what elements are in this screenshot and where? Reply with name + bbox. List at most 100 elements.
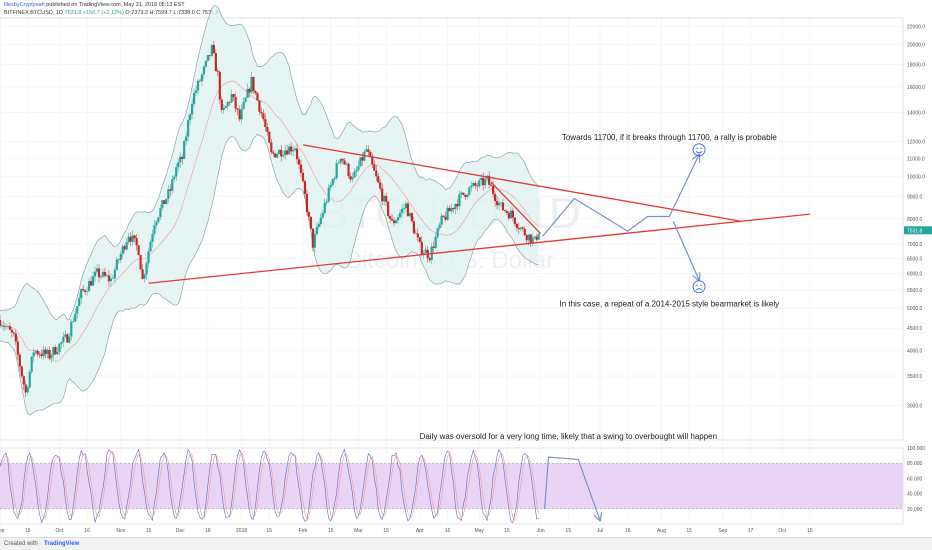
candle-body [91, 276, 95, 286]
candle-body [367, 149, 370, 153]
candle-body [450, 207, 453, 212]
candle-body [511, 210, 514, 218]
stoch-k-line [0, 448, 539, 524]
candle-body [410, 213, 413, 222]
candle-body [119, 253, 122, 260]
candle-body [497, 202, 501, 206]
candle-body [4, 326, 8, 328]
candle-body [254, 90, 257, 94]
candle-body [165, 198, 168, 204]
candle-body [125, 242, 128, 250]
x-tick-label: 17 [748, 528, 754, 534]
candle-body [147, 251, 150, 264]
candle-body [131, 235, 134, 242]
candle-body [499, 202, 503, 204]
candle-body [105, 275, 109, 277]
candle-body [327, 187, 330, 202]
candle-body [64, 334, 67, 337]
last-price-tag [904, 226, 932, 235]
candle-body [62, 336, 65, 343]
candle-body [503, 210, 507, 212]
candle-body [381, 188, 384, 202]
y-tick-label: 11000.0 [907, 156, 925, 162]
candle-body [266, 126, 269, 132]
candle-body [456, 203, 459, 207]
candle-body [190, 103, 194, 115]
candle-body [323, 202, 326, 213]
candle-body [141, 269, 144, 279]
candle-body [66, 334, 69, 343]
candle-body [26, 387, 29, 393]
candle-body [529, 234, 532, 243]
candle-body [93, 271, 97, 277]
candle-body [533, 236, 536, 238]
x-tick-label: 15 [807, 528, 813, 534]
candle-body [103, 271, 107, 276]
ohlc-text: O:7373.2 H:7599.7 L:7338.0 C:7531.8 [125, 10, 219, 16]
candle-body [173, 176, 176, 180]
candle-body [192, 92, 196, 104]
candle-body [349, 176, 352, 180]
y-tick-label: 16000.0 [907, 85, 925, 91]
candle-body [161, 200, 164, 208]
candle-body [145, 263, 148, 275]
candle-body [361, 157, 364, 161]
candle-body [505, 211, 509, 213]
tradingview-logo[interactable]: TradingView [44, 541, 80, 547]
candle-body [74, 313, 77, 322]
candle-body [398, 212, 402, 218]
bollinger-upper [0, 5, 539, 320]
candle-body [343, 160, 346, 165]
candle-body [335, 163, 338, 179]
candle-body [458, 194, 461, 207]
y-tick-label: 3000.0 [907, 403, 923, 409]
x-tick-label: 16 [445, 528, 451, 534]
candle-body [10, 329, 13, 333]
candle-body [373, 164, 376, 171]
x-tick-label: Dec [176, 528, 185, 534]
last-price-label: 7531.8 [907, 228, 923, 234]
candle-body [331, 179, 334, 186]
candle-body [117, 259, 120, 261]
candle-body [22, 376, 25, 385]
candle-body [196, 80, 200, 91]
candle-body [153, 225, 156, 235]
candle-body [396, 217, 400, 221]
candle-body [198, 80, 202, 82]
candle-body [408, 213, 412, 217]
candle-body [242, 102, 245, 109]
x-tick-label: Sep [0, 528, 5, 534]
candle-body [462, 192, 465, 195]
x-tick-label: 2018 [236, 528, 247, 534]
stoch-y-tick-label: 80.000 [907, 461, 923, 467]
candle-body [218, 71, 221, 100]
candle-body [52, 347, 55, 356]
candle-body [115, 259, 118, 270]
y-tick-label: 4500.0 [907, 326, 923, 332]
candle-body [291, 149, 295, 152]
candle-body [365, 149, 368, 152]
x-tick-label: Mar [354, 528, 363, 534]
candle-body [278, 149, 281, 154]
candle-body [6, 326, 10, 327]
candle-body [187, 120, 190, 137]
candle-body [260, 111, 263, 114]
candle-body [416, 233, 419, 238]
candle-body [523, 228, 526, 236]
bollinger-fill [0, 5, 539, 415]
candle-body [448, 207, 451, 212]
candle-body [402, 208, 406, 209]
candle-body [78, 298, 81, 307]
candle-body [189, 114, 192, 121]
candle-body [137, 245, 140, 256]
candle-body [507, 212, 511, 219]
candle-body [181, 156, 184, 159]
candle-body [230, 94, 233, 103]
candle-body [446, 207, 449, 220]
candle-body [80, 289, 83, 299]
author-link[interactable]: filesbyCryptyeah [4, 2, 45, 8]
candle-body [321, 212, 324, 218]
candle-body [470, 185, 473, 188]
candle-body [232, 94, 235, 97]
